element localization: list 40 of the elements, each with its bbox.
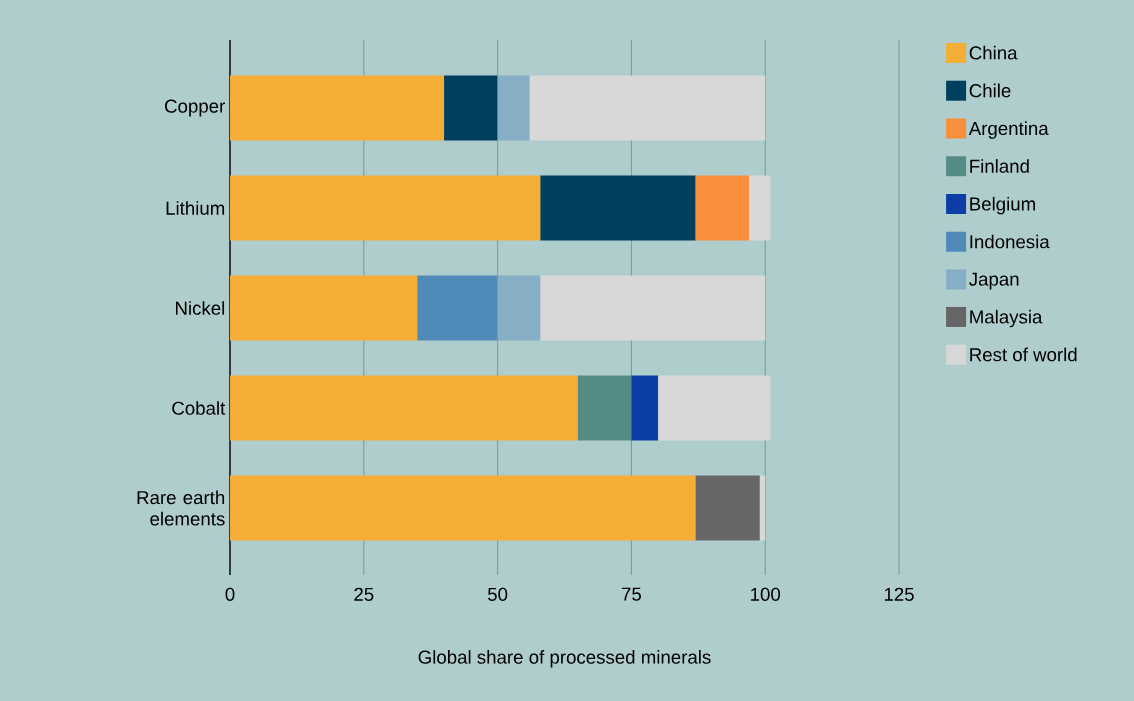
legend-label: Malaysia	[970, 309, 1043, 328]
x-tick-label: 50	[487, 587, 508, 601]
x-tick-label: 125	[884, 587, 914, 601]
bar	[230, 75, 445, 141]
bar	[417, 275, 498, 341]
x-tick-label: 75	[621, 587, 641, 601]
bar	[759, 475, 766, 541]
legend-label: Chile	[969, 83, 1011, 98]
x-tick-label: 100	[751, 587, 781, 601]
legend-label: Belgium	[970, 196, 1035, 215]
bar	[695, 175, 750, 241]
bar	[230, 375, 578, 441]
legend-label: Indonesia	[970, 234, 1050, 249]
bar	[230, 275, 418, 341]
y-tick-label: Nickel	[176, 301, 225, 315]
y-tick-label: Lithium	[166, 201, 225, 215]
x-tick-label: 25	[354, 587, 374, 601]
bar	[529, 75, 766, 141]
bar	[230, 475, 696, 541]
y-tick-label: Cobalt	[172, 401, 226, 415]
legend-label: Rest of world	[970, 347, 1077, 362]
x-axis-title: Global share of processed minerals	[418, 650, 711, 668]
bar	[631, 375, 659, 441]
bar	[497, 75, 530, 141]
bar	[444, 75, 498, 141]
bar	[540, 275, 766, 341]
bar	[230, 175, 541, 241]
bar	[749, 175, 771, 241]
y-tick-label: Rare earth elements	[137, 490, 225, 526]
legend-label: Finland	[970, 159, 1029, 173]
bar	[497, 275, 541, 341]
x-tick-label: 0	[225, 587, 235, 601]
legend-label: Argentina	[968, 121, 1049, 139]
bar	[695, 475, 760, 541]
y-tick-label: Copper	[165, 99, 225, 117]
bar	[577, 375, 632, 441]
bar	[540, 175, 696, 241]
legend-label: Japan	[969, 272, 1019, 290]
bar	[658, 375, 771, 441]
legend-label: China	[969, 45, 1018, 60]
